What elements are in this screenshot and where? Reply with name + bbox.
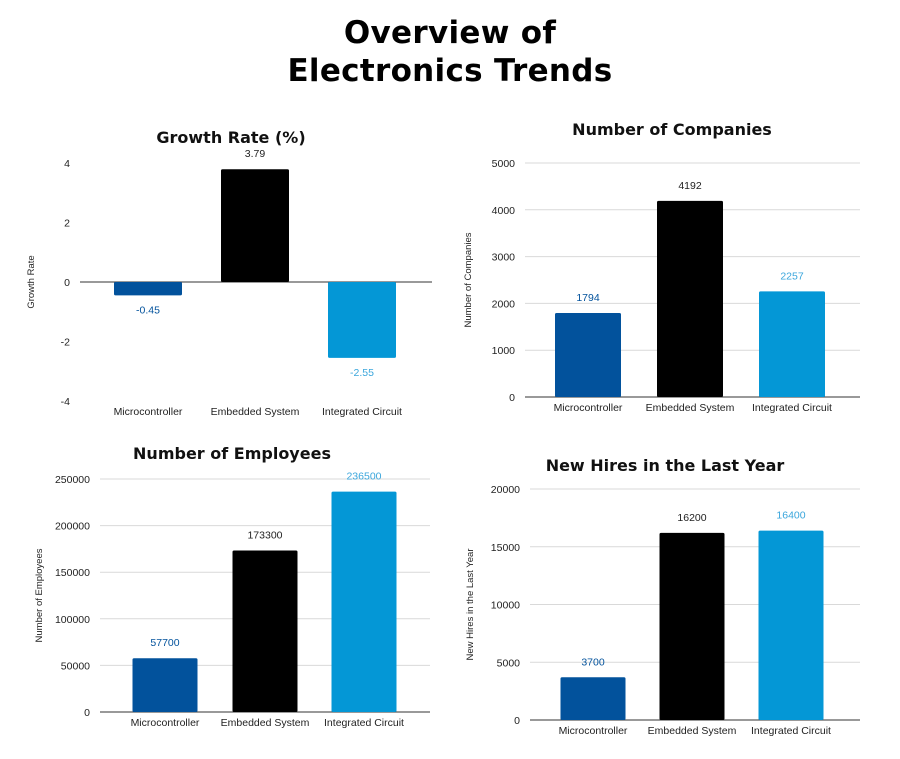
growth-rate-y-tick-label: 0 xyxy=(64,277,70,289)
growth-rate-category-label-embedded-system: Embedded System xyxy=(211,406,300,418)
growth-rate-y-axis-label: Growth Rate xyxy=(26,255,37,308)
employees-category-label-embedded-system: Embedded System xyxy=(221,717,310,729)
employees-chart: Number of Employees 0 50000 100000 150000 200… xyxy=(34,444,430,729)
employees-data-label-microcontroller: 57700 xyxy=(150,637,179,649)
main-title-line-2: Electronics Trends xyxy=(287,53,613,89)
new-hires-category-label-microcontroller: Microcontroller xyxy=(559,725,628,737)
companies-y-tick-label: 5000 xyxy=(492,158,516,170)
new-hires-data-label-integrated-circuit: 16400 xyxy=(776,510,805,522)
growth-rate-bar-integrated-circuit xyxy=(328,282,396,358)
new-hires-y-axis-label: New Hires in the Last Year xyxy=(465,549,476,661)
new-hires-bar-embedded-system xyxy=(659,532,725,720)
growth-rate-y-tick-label: -4 xyxy=(61,396,70,408)
companies-data-label-integrated-circuit: 2257 xyxy=(780,270,804,282)
new-hires-category-label-embedded-system: Embedded System xyxy=(648,725,737,737)
companies-y-tick-label: 1000 xyxy=(492,345,516,357)
main-title-line-1: Overview of xyxy=(343,15,557,51)
employees-bar-integrated-circuit xyxy=(331,491,397,712)
companies-bar-integrated-circuit xyxy=(759,291,825,397)
employees-bar-microcontroller xyxy=(132,658,198,712)
companies-category-label-embedded-system: Embedded System xyxy=(646,402,735,414)
companies-chart: Number of Companies 0 1000 2000 3000 4000 5000… xyxy=(463,120,860,414)
employees-y-tick-label: 0 xyxy=(84,707,90,719)
new-hires-y-tick-label: 5000 xyxy=(497,657,521,669)
companies-y-tick-label: 2000 xyxy=(492,298,516,310)
growth-rate-data-label-embedded-system: 3.79 xyxy=(245,148,266,160)
new-hires-category-label-integrated-circuit: Integrated Circuit xyxy=(751,725,831,737)
companies-category-label-integrated-circuit: Integrated Circuit xyxy=(752,402,832,414)
growth-rate-y-tick-label: -2 xyxy=(61,337,70,349)
companies-y-tick-label: 0 xyxy=(509,392,515,404)
employees-category-label-integrated-circuit: Integrated Circuit xyxy=(324,717,404,729)
employees-y-tick-label: 150000 xyxy=(55,567,90,579)
growth-rate-data-label-integrated-circuit: -2.55 xyxy=(350,367,374,379)
companies-y-axis-label: Number of Companies xyxy=(463,232,474,327)
companies-data-label-microcontroller: 1794 xyxy=(576,292,600,304)
growth-rate-bar-microcontroller xyxy=(114,282,182,296)
employees-y-tick-label: 100000 xyxy=(55,614,90,626)
companies-y-tick-label: 4000 xyxy=(492,205,516,217)
employees-data-label-embedded-system: 173300 xyxy=(247,529,282,541)
growth-rate-bar-embedded-system xyxy=(221,169,289,282)
employees-y-tick-label: 50000 xyxy=(61,660,90,672)
new-hires-y-tick-label: 10000 xyxy=(491,600,520,612)
employees-y-tick-label: 200000 xyxy=(55,521,90,533)
growth-rate-chart: Growth Rate (%) 4 2 0 -2 -4 Growth Rate -0.45 Mi… xyxy=(26,128,432,418)
new-hires-y-tick-label: 15000 xyxy=(491,542,520,554)
new-hires-chart: New Hires in the Last Year 0 5000 10000 1500… xyxy=(465,456,860,737)
new-hires-data-label-microcontroller: 3700 xyxy=(581,656,605,668)
companies-bar-embedded-system xyxy=(657,200,723,397)
growth-rate-category-label-integrated-circuit: Integrated Circuit xyxy=(322,406,402,418)
employees-data-label-integrated-circuit: 236500 xyxy=(346,471,381,483)
new-hires-bar-integrated-circuit xyxy=(758,530,824,720)
companies-category-label-microcontroller: Microcontroller xyxy=(554,402,623,414)
growth-rate-title: Growth Rate (%) xyxy=(156,128,305,147)
growth-rate-category-label-microcontroller: Microcontroller xyxy=(114,406,183,418)
growth-rate-y-tick-label: 2 xyxy=(64,218,70,230)
companies-title: Number of Companies xyxy=(572,120,772,139)
companies-data-label-embedded-system: 4192 xyxy=(678,180,702,192)
new-hires-y-tick-label: 20000 xyxy=(491,484,520,496)
new-hires-title: New Hires in the Last Year xyxy=(546,456,785,475)
employees-title: Number of Employees xyxy=(133,444,331,463)
new-hires-data-label-embedded-system: 16200 xyxy=(677,512,706,524)
growth-rate-y-tick-label: 4 xyxy=(64,158,70,170)
new-hires-bar-microcontroller xyxy=(560,677,626,720)
growth-rate-data-label-microcontroller: -0.45 xyxy=(136,304,160,316)
employees-y-tick-label: 250000 xyxy=(55,474,90,486)
new-hires-y-tick-label: 0 xyxy=(514,715,520,727)
companies-y-tick-label: 3000 xyxy=(492,252,516,264)
employees-y-axis-label: Number of Employees xyxy=(34,548,45,642)
companies-bar-microcontroller xyxy=(555,313,621,397)
employees-category-label-microcontroller: Microcontroller xyxy=(131,717,200,729)
main-title: Overview of Electronics Trends xyxy=(0,14,900,90)
employees-bar-embedded-system xyxy=(232,550,298,712)
